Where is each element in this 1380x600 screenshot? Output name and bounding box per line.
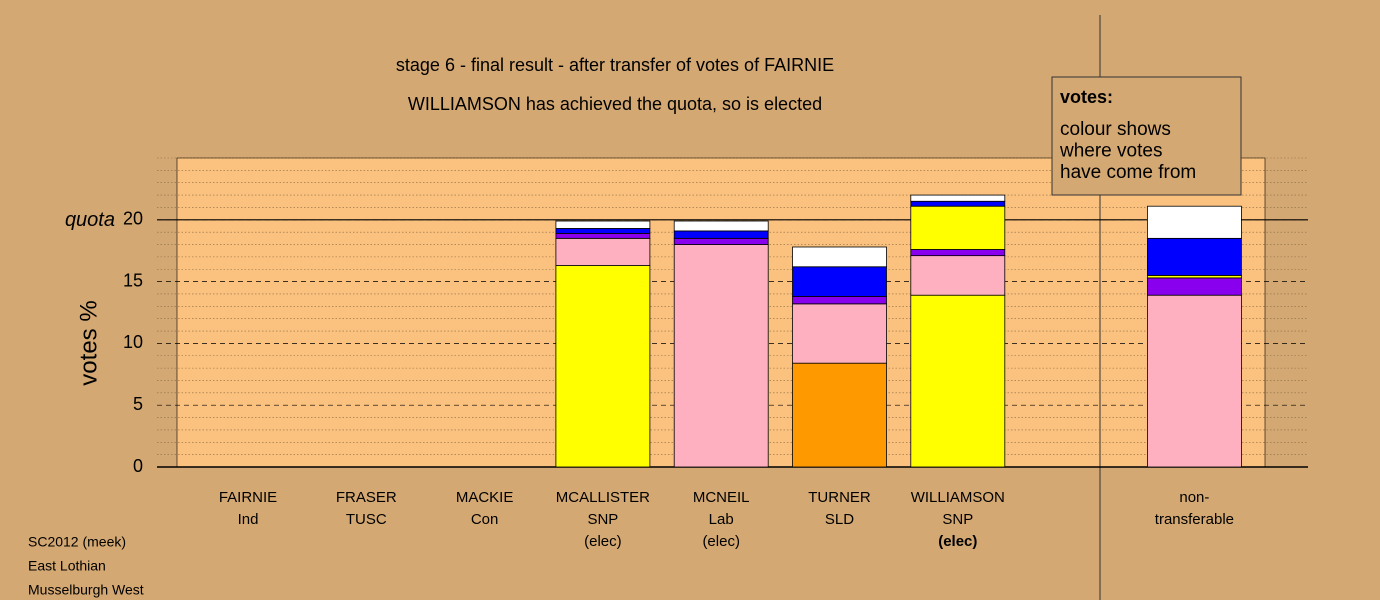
legend-box bbox=[1051, 76, 1242, 196]
bar-segment bbox=[555, 220, 651, 229]
bar-segment bbox=[910, 249, 1006, 257]
bar-segment bbox=[555, 232, 651, 239]
quota-label: quota bbox=[65, 209, 115, 231]
x-tick-label: Ind bbox=[238, 511, 259, 528]
y-tick-label: 5 bbox=[133, 394, 143, 414]
x-tick-label: (elec) bbox=[938, 533, 977, 550]
legend-text: colour shows bbox=[1060, 119, 1171, 140]
bar-segment bbox=[910, 200, 1006, 207]
x-tick-label: Lab bbox=[709, 511, 734, 528]
bar-segment bbox=[555, 228, 651, 234]
x-tick-label: SNP bbox=[942, 511, 973, 528]
footer-text: East Lothian bbox=[28, 558, 106, 574]
bar-segment bbox=[555, 265, 651, 468]
x-tick-label: TUSC bbox=[346, 511, 387, 528]
footer-text: Musselburgh West bbox=[28, 582, 144, 598]
x-tick-label: FRASER bbox=[336, 489, 397, 506]
x-tick-label: TURNER bbox=[808, 489, 871, 506]
bar-segment bbox=[792, 246, 887, 268]
bar-segment bbox=[1147, 237, 1242, 276]
bar-segment bbox=[792, 296, 887, 305]
x-tick-label: WILLIAMSON bbox=[911, 489, 1005, 506]
bar-segment bbox=[673, 244, 769, 468]
y-axis-label: votes % bbox=[75, 300, 102, 385]
bar-segment bbox=[910, 194, 1006, 202]
bar-segment bbox=[792, 266, 887, 297]
x-tick-label: (elec) bbox=[584, 533, 622, 550]
legend-title: votes: bbox=[1060, 87, 1113, 107]
x-tick-label: SNP bbox=[587, 511, 618, 528]
x-tick-label: MACKIE bbox=[456, 489, 514, 506]
bar-segment bbox=[910, 255, 1006, 296]
legend-text: have come from bbox=[1060, 162, 1196, 183]
x-tick-label: FAIRNIE bbox=[219, 489, 277, 506]
x-tick-label: (elec) bbox=[702, 533, 740, 550]
bar-segment bbox=[673, 237, 769, 245]
x-tick-label: SLD bbox=[825, 511, 854, 528]
chart-subtitle: WILLIAMSON has achieved the quota, so is… bbox=[408, 94, 822, 114]
bar-segment bbox=[1147, 205, 1242, 239]
bar-segment bbox=[673, 230, 769, 239]
bar-segment bbox=[792, 303, 887, 364]
bar-segment bbox=[1147, 294, 1242, 468]
y-tick-label: 15 bbox=[123, 270, 143, 290]
footer-text: SC2012 (meek) bbox=[28, 534, 126, 550]
y-tick-label: 20 bbox=[123, 209, 143, 229]
x-tick-label: non- bbox=[1179, 489, 1209, 506]
bar-segment bbox=[910, 294, 1006, 468]
bar-segment bbox=[792, 362, 887, 468]
bar-segment bbox=[910, 205, 1006, 250]
x-tick-label: MCALLISTER bbox=[556, 489, 650, 506]
y-tick-label: 0 bbox=[133, 456, 143, 476]
legend-text: where votes bbox=[1059, 141, 1162, 162]
bar-segment bbox=[555, 237, 651, 266]
y-tick-label: 10 bbox=[123, 332, 143, 352]
x-tick-label: Con bbox=[471, 511, 499, 528]
x-tick-label: MCNEIL bbox=[693, 489, 750, 506]
bar-segment bbox=[1147, 277, 1242, 296]
bar-segment bbox=[673, 220, 769, 232]
chart-title: stage 6 - final result - after transfer … bbox=[396, 55, 834, 75]
x-tick-label: transferable bbox=[1155, 511, 1234, 528]
